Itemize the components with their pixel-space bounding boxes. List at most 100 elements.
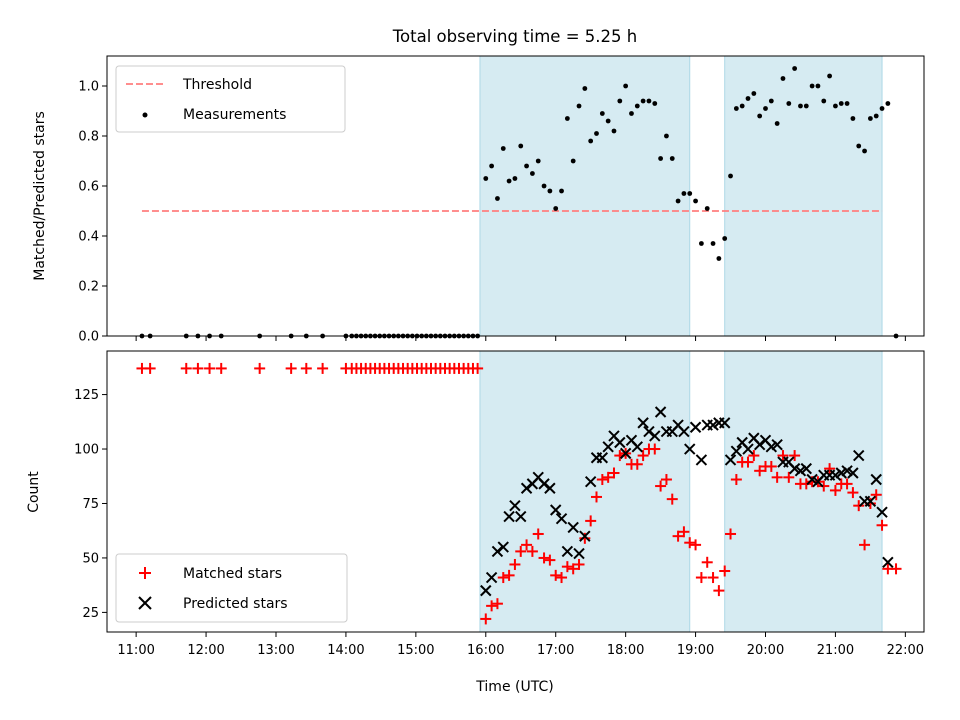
measurement-point: [489, 163, 495, 169]
matched-star-point: [215, 362, 227, 374]
measurement-point: [745, 96, 751, 101]
predicted-star-point: [678, 425, 690, 438]
matched-star-point: [695, 572, 707, 584]
x-axis-label: Time (UTC): [475, 679, 553, 695]
predicted-star-point: [503, 510, 515, 523]
measurement-point: [850, 116, 856, 121]
measurement-point: [483, 176, 489, 181]
predicted-star-point: [544, 482, 556, 494]
matched-star-point: [538, 552, 550, 564]
measurement-point: [652, 101, 658, 106]
predicted-star-point: [480, 584, 492, 597]
matched-star-point: [789, 450, 801, 462]
measurement-point: [867, 116, 873, 121]
measurement-points: [139, 66, 899, 339]
x-tick-label: 15:00: [397, 643, 434, 658]
measurement-point: [803, 103, 809, 109]
measurement-point: [640, 98, 646, 104]
predicted-star-point: [485, 571, 498, 584]
matched-star-point: [672, 530, 684, 542]
measurement-point: [798, 103, 803, 109]
top-legend-box: [115, 65, 346, 133]
measurement-point: [687, 191, 693, 196]
y-tick-label: 125: [74, 388, 99, 403]
shaded-interval: [479, 350, 691, 633]
measurement-point: [821, 98, 827, 104]
y-tick-label: 0.4: [78, 230, 99, 245]
measurement-point: [873, 113, 879, 119]
matched-star-point: [655, 480, 667, 492]
measurement-point: [524, 163, 529, 169]
matched-star-point: [666, 493, 678, 505]
measurement-point: [827, 73, 832, 79]
bottom-legend: Matched stars Predicted stars: [115, 553, 348, 623]
chart-title: Total observing time = 5.25 h: [392, 27, 637, 46]
measurement-point: [780, 76, 786, 81]
x-tick-label: 12:00: [187, 643, 224, 658]
measurement-point: [506, 178, 512, 184]
predicted-star-point: [730, 445, 743, 457]
measurement-point: [693, 198, 698, 204]
matched-legend-label: Matched stars: [183, 566, 282, 582]
y-tick-label: 0.2: [78, 280, 99, 295]
matched-star-point: [472, 362, 484, 374]
measurements-legend-swatch: [142, 112, 148, 118]
matched-star-point: [144, 362, 156, 374]
predicted-star-point: [596, 452, 609, 464]
predicted-star-point: [550, 504, 562, 516]
matched-star-point: [742, 456, 754, 468]
measurement-point: [547, 188, 553, 194]
predicted-star-point: [555, 513, 568, 525]
measurement-point: [564, 116, 570, 121]
predicted-star-point: [614, 436, 626, 449]
x-tick-label: 18:00: [607, 643, 644, 658]
y-tick-label: 0.8: [78, 130, 99, 145]
bottom-y-ticks: 25 50 75 100 125: [74, 388, 107, 621]
predicted-star-point: [584, 475, 597, 488]
top-panel: Total observing time = 5.25 h 0.00.20.40…: [32, 27, 925, 345]
matched-star-point: [818, 480, 830, 492]
x-tick-label: 22:00: [887, 643, 924, 658]
matched-star-point: [521, 539, 533, 551]
matched-star-point: [544, 554, 556, 566]
predicted-star-point: [724, 454, 737, 466]
matched-star-point: [192, 362, 204, 374]
matched-star-point: [707, 572, 719, 584]
predicted-star-point: [684, 443, 696, 455]
predicted-star-point: [864, 495, 877, 508]
predicted-star-point: [689, 421, 702, 433]
predicted-star-point: [619, 447, 632, 460]
matched-star-point: [608, 467, 620, 479]
predicted-star-point: [631, 441, 643, 453]
matched-star-point: [678, 526, 690, 538]
predicted-star-point: [538, 478, 550, 490]
matched-star-point: [771, 471, 783, 483]
matched-star-point: [725, 528, 737, 540]
predicted-star-point: [753, 438, 766, 451]
measurement-point: [576, 103, 582, 109]
matched-star-point: [713, 585, 725, 597]
measurement-point: [862, 148, 867, 154]
measurement-point: [722, 236, 728, 241]
shaded-interval: [479, 55, 691, 337]
matched-star-point: [730, 474, 742, 486]
measurement-point: [500, 146, 506, 151]
matched-star-point: [550, 569, 562, 581]
measurement-point: [838, 101, 844, 106]
count-points: [136, 362, 902, 625]
measurement-point: [768, 98, 774, 104]
measurement-point: [856, 143, 862, 149]
measurement-point: [529, 171, 535, 176]
measurement-point: [757, 113, 763, 119]
matched-star-point: [748, 450, 760, 462]
matched-star-point: [649, 443, 661, 455]
predicted-star-point: [870, 473, 882, 486]
measurement-point: [728, 173, 733, 179]
bottom-legend-box: [115, 553, 348, 623]
measurement-point: [611, 128, 617, 134]
matched-star-point: [317, 362, 329, 374]
measurement-point: [495, 196, 500, 201]
measurement-point: [704, 206, 710, 211]
matched-star-point: [602, 471, 614, 483]
measurement-point: [774, 121, 780, 126]
